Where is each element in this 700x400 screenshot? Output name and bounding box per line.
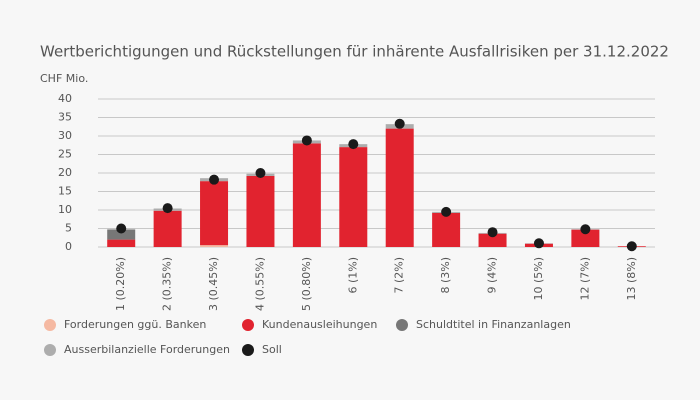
y-axis-label: CHF Mio. <box>40 72 88 85</box>
soll-dot <box>580 224 591 235</box>
legend-label: Forderungen ggü. Banken <box>64 318 206 331</box>
bar-segment <box>339 147 368 247</box>
soll-dot <box>394 118 405 129</box>
bar-segment <box>432 212 461 247</box>
bar-segment <box>385 128 414 247</box>
soll-dot <box>301 135 312 146</box>
x-tick-label: 12 (7%) <box>578 257 591 301</box>
bar-segment <box>246 175 275 247</box>
bar-segment <box>200 245 229 247</box>
x-tick-label: 1 (0.20%) <box>114 257 127 311</box>
soll-dot <box>116 223 127 234</box>
x-tick-label: 9 (4%) <box>486 257 499 294</box>
bar-segment <box>107 229 136 240</box>
legend-label: Schuldtitel in Finanzanlagen <box>416 318 571 331</box>
legend-label: Kundenausleihungen <box>262 318 377 331</box>
y-tick-label: 10 <box>58 203 72 216</box>
x-tick-label: 5 (0.80%) <box>300 257 313 311</box>
y-tick-label: 0 <box>65 240 72 253</box>
chart-title: Wertberichtigungen und Rückstellungen fü… <box>40 43 669 61</box>
x-tick-label: 2 (0.35%) <box>161 257 174 311</box>
x-tick-label: 3 (0.45%) <box>207 257 220 311</box>
bar-segment <box>478 233 507 247</box>
legend-marker <box>242 344 254 356</box>
x-tick-label: 7 (2%) <box>393 257 406 294</box>
soll-dot <box>487 227 498 238</box>
y-tick-label: 5 <box>65 222 72 235</box>
bar-segment <box>292 143 321 247</box>
legend-marker <box>242 319 254 331</box>
bar-segment <box>571 229 600 247</box>
soll-dot <box>255 168 266 178</box>
y-tick-label: 15 <box>58 185 72 198</box>
legend-label: Soll <box>262 343 282 356</box>
legend-marker <box>44 344 56 356</box>
y-tick-label: 30 <box>58 129 72 142</box>
y-tick-label: 20 <box>58 166 72 179</box>
legend-marker <box>44 319 56 331</box>
y-tick-label: 35 <box>58 111 72 124</box>
bar-segment <box>153 210 182 247</box>
y-tick-label: 25 <box>58 148 72 161</box>
legend-label: Ausserbilanzielle Forderungen <box>64 343 230 356</box>
x-tick-label: 13 (8%) <box>625 257 638 301</box>
x-tick-label: 4 (0.55%) <box>253 257 266 311</box>
soll-dot <box>626 241 637 252</box>
soll-dot <box>348 139 359 150</box>
x-tick-label: 6 (1%) <box>346 257 359 294</box>
bar-segment <box>107 239 136 247</box>
soll-dot <box>441 206 452 217</box>
x-tick-label: 10 (5%) <box>532 257 545 301</box>
bar-segment <box>200 181 229 246</box>
x-tick-label: 8 (3%) <box>439 257 452 294</box>
soll-dot <box>209 174 220 185</box>
soll-dot <box>533 238 544 249</box>
y-tick-label: 40 <box>58 92 72 105</box>
soll-dot <box>162 203 173 214</box>
legend-marker <box>396 319 408 331</box>
